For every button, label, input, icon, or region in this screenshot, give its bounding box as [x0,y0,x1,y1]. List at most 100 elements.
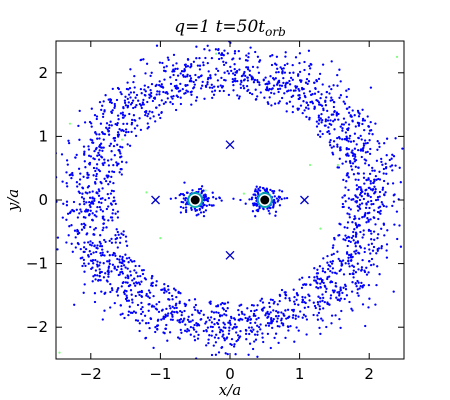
disk-particle [286,308,290,311]
disk-particle [100,182,103,185]
disk-particle [184,63,187,66]
disk-particle [315,80,319,83]
disk-particle [115,161,118,164]
disk-particle [383,234,386,237]
cloud-particle [184,206,188,209]
disk-particle [197,311,200,314]
disk-particle [152,346,155,350]
disk-particle [158,80,161,83]
disk-particle [110,124,113,127]
disk-particle [206,81,209,84]
disk-particle [363,215,366,218]
disk-particle [66,163,69,166]
disk-particle [260,308,264,311]
disk-particle [254,50,257,54]
disk-particle [341,162,344,165]
disk-particle [230,69,233,73]
disk-particle [130,293,133,296]
disk-particle [207,341,210,345]
disk-particle [294,317,297,320]
disk-particle [154,330,157,334]
disk-particle [304,315,307,318]
disk-particle [336,145,339,148]
disk-particle [96,137,99,140]
disk-particle [237,318,240,322]
cloud-particle [255,185,258,188]
disk-particle [135,281,138,284]
disk-particle [334,314,337,317]
disk-particle [161,85,164,88]
disk-particle [107,266,110,270]
disk-particle [277,80,281,84]
disk-particle [83,226,86,230]
disk-particle [105,279,109,282]
disk-particle [147,125,150,129]
disk-particle [77,124,80,128]
disk-particle [92,275,95,278]
disk-particle [104,291,107,294]
disk-particle [135,93,139,97]
disk-particle [248,315,251,318]
disk-particle [104,198,107,202]
disk-particle [109,142,113,145]
disk-particle [361,216,364,219]
disk-particle [368,206,371,210]
disk-particle [304,301,307,305]
disk-particle [341,129,344,132]
disk-particle [77,190,80,193]
disk-particle [365,221,368,224]
disk-particle [146,100,149,104]
disk-particle [318,119,321,122]
disk-particle [82,246,86,249]
disk-particle [288,79,291,83]
disk-particle [347,259,350,262]
disk-particle [302,283,305,286]
disk-particle [341,196,344,199]
disk-particle [279,66,282,69]
disk-particle [330,280,334,284]
disk-particle [320,280,324,284]
disk-particle [129,289,133,292]
disk-particle [234,77,237,80]
disk-particle [139,87,143,91]
disk-particle [175,62,178,65]
disk-particle [171,97,174,100]
disk-particle [273,92,276,95]
disk-particle [330,96,333,99]
disk-particle [282,314,286,317]
x-tick-label: −1 [149,365,171,383]
disk-particle [102,112,105,116]
disk-particle [288,100,292,103]
disk-particle [127,276,130,280]
disk-particle [352,276,355,279]
disk-particle [360,266,364,269]
disk-particle [339,149,342,152]
disk-particle [344,121,347,124]
disk-particle [378,205,382,208]
disk-particle [65,159,69,162]
disk-particle [195,57,198,60]
disk-particle [342,123,346,126]
disk-particle [95,250,98,254]
disk-particle [71,208,74,212]
sparse-particle [319,227,322,230]
disk-particle [213,37,215,39]
disk-particle [226,307,229,310]
disk-particle [293,340,296,343]
disk-particle [361,119,365,122]
disk-particle [294,314,298,317]
cloud-particle [212,196,215,199]
disk-particle [349,140,353,143]
disk-particle [89,225,92,229]
disk-particle [250,303,254,307]
disk-particle [305,101,308,104]
disk-particle [105,126,108,129]
disk-particle [320,279,324,282]
disk-particle [348,216,351,219]
disk-particle [354,241,357,244]
disk-particle [163,289,167,292]
disk-particle [368,211,371,214]
disk-particle [285,102,288,105]
y-tick-label: 0 [38,191,48,209]
disk-particle [163,78,166,81]
